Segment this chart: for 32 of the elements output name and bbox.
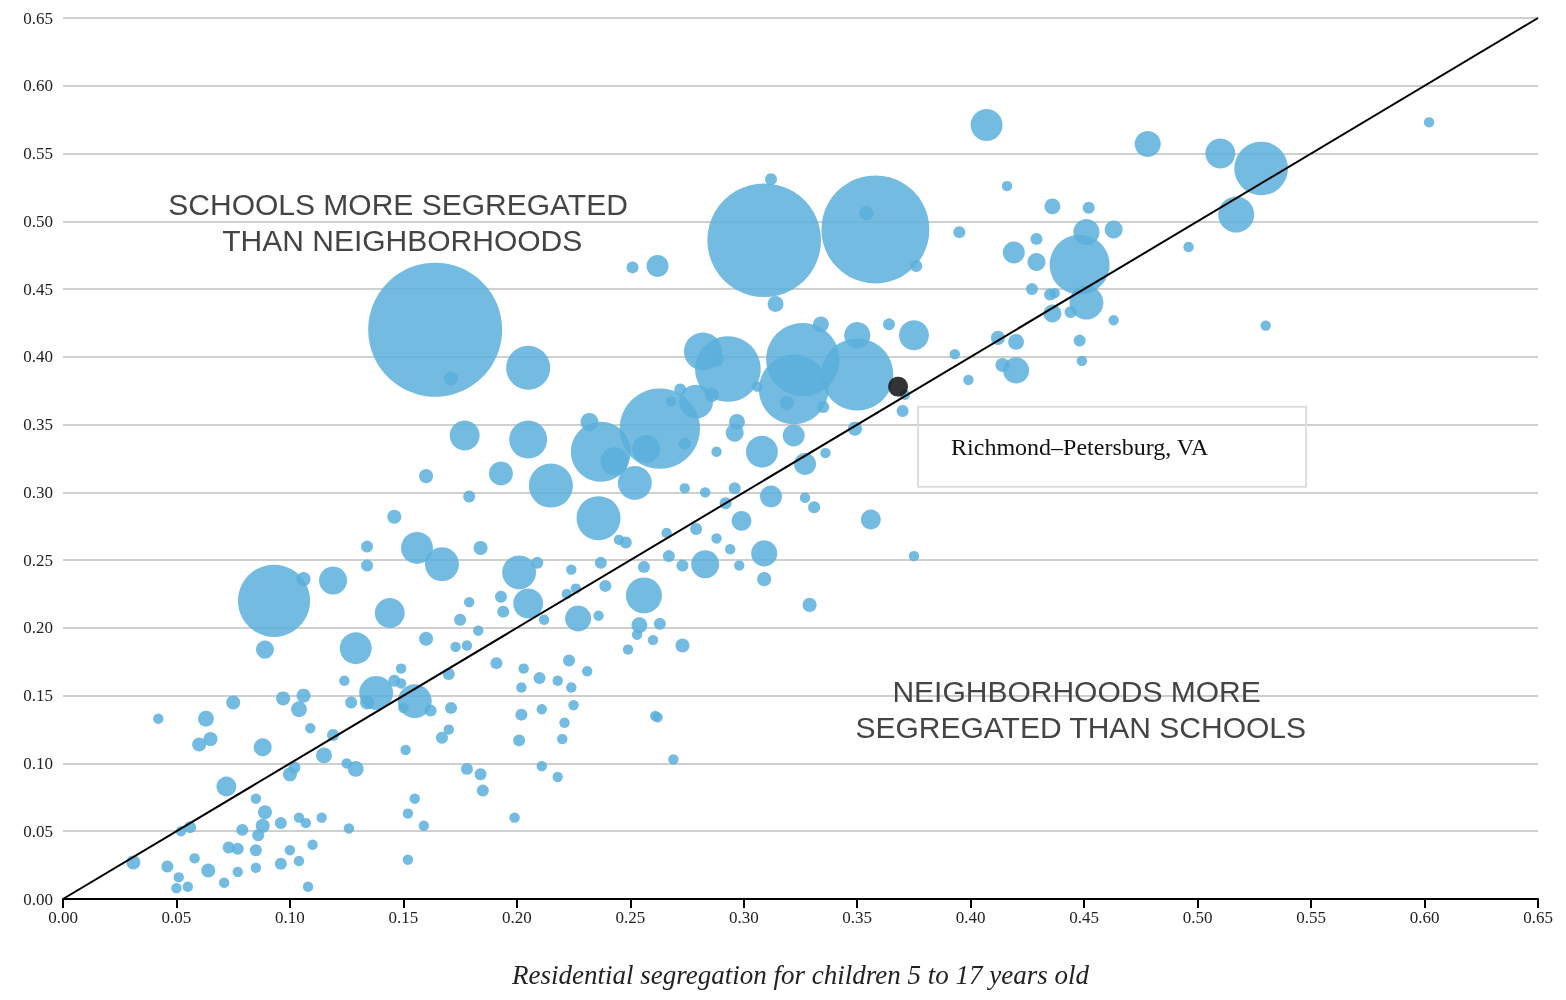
y-tick-label: 0.50 <box>23 211 53 231</box>
annotation: NEIGHBORHOODS MORE SEGREGATED THAN SCHOOLS <box>855 674 1307 744</box>
y-tick-label: 0.55 <box>23 144 53 164</box>
y-tick-label: 0.35 <box>23 415 53 435</box>
y-tick-label: 0.65 <box>23 8 53 28</box>
x-tick-label: 0.05 <box>161 908 192 927</box>
y-tick-label: 0.60 <box>23 76 53 96</box>
y-tick-label: 0.00 <box>23 889 53 909</box>
x-tick-label: 0.15 <box>388 908 419 927</box>
x-tick-label: 0.60 <box>1409 908 1440 927</box>
x-tick-label: 0.40 <box>955 908 986 927</box>
y-tick-label: 0.25 <box>23 550 53 570</box>
y-tick-label: 0.40 <box>23 347 53 367</box>
y-tick-label: 0.20 <box>23 618 53 638</box>
x-tick-label: 0.35 <box>842 908 873 927</box>
y-tick-label: 0.05 <box>23 821 53 841</box>
x-axis-title: Residential segregation for children 5 to 17 years old <box>511 959 1090 990</box>
y-tick-label: 0.15 <box>23 686 53 706</box>
y-tick-label: 0.45 <box>23 279 53 299</box>
x-tick-label: 0.45 <box>1069 908 1100 927</box>
annotation: SCHOOLS MORE SEGREGATED THAN NEIGHBORHOODS <box>168 187 637 257</box>
x-tick-label: 0.10 <box>275 908 305 927</box>
y-tick-label: 0.10 <box>23 753 53 773</box>
x-tick-label: 0.50 <box>1182 908 1213 927</box>
annotation: Richmond–Petersburg, VA <box>951 433 1210 460</box>
x-tick-label: 0.65 <box>1523 908 1553 927</box>
x-tick-label: 0.00 <box>48 908 78 927</box>
y-tick-label: 0.30 <box>23 482 53 502</box>
x-tick-label: 0.30 <box>728 908 759 927</box>
x-tick-label: 0.55 <box>1296 908 1326 927</box>
x-tick-label: 0.20 <box>501 908 532 927</box>
x-tick-label: 0.25 <box>615 908 646 927</box>
